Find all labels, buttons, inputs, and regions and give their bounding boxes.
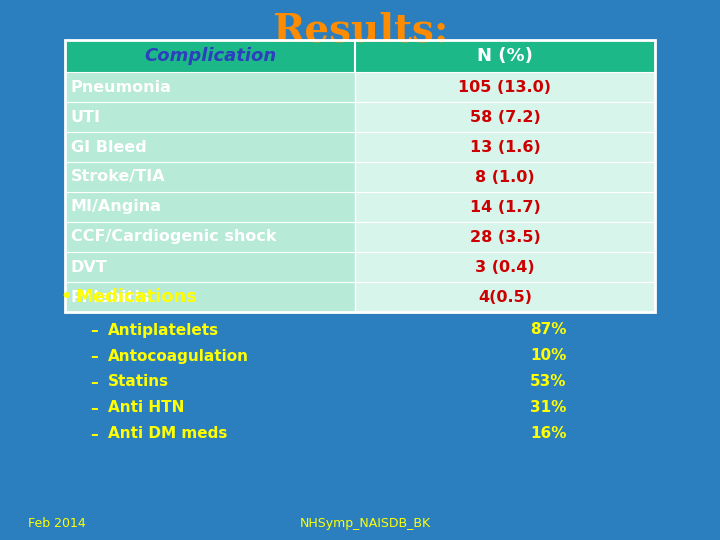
Text: Complication: Complication [144, 47, 276, 65]
Text: MI/Angina: MI/Angina [71, 199, 162, 214]
Text: Antocoagulation: Antocoagulation [108, 348, 249, 363]
Text: 28 (3.5): 28 (3.5) [469, 230, 541, 245]
FancyBboxPatch shape [355, 222, 655, 252]
Text: Results:: Results: [272, 12, 448, 50]
Text: •: • [60, 288, 71, 306]
Text: CCF/Cardiogenic shock: CCF/Cardiogenic shock [71, 230, 276, 245]
Text: 14 (1.7): 14 (1.7) [469, 199, 541, 214]
Text: UTI: UTI [71, 110, 101, 125]
Text: –: – [90, 401, 98, 415]
Text: –: – [90, 322, 98, 338]
Text: 53%: 53% [530, 375, 567, 389]
FancyBboxPatch shape [65, 162, 355, 192]
Text: Phlebitis: Phlebitis [71, 289, 150, 305]
FancyBboxPatch shape [355, 72, 655, 102]
FancyBboxPatch shape [65, 282, 355, 312]
Text: 10%: 10% [530, 348, 567, 363]
Text: Anti HTN: Anti HTN [108, 401, 184, 415]
Text: Statins: Statins [108, 375, 169, 389]
Text: NHSymp_NAISDB_BK: NHSymp_NAISDB_BK [300, 517, 431, 530]
FancyBboxPatch shape [65, 252, 355, 282]
Text: Anti DM meds: Anti DM meds [108, 427, 228, 442]
Text: Antiplatelets: Antiplatelets [108, 322, 219, 338]
FancyBboxPatch shape [65, 40, 655, 72]
FancyBboxPatch shape [65, 222, 355, 252]
Text: DVT: DVT [71, 260, 108, 274]
Text: 105 (13.0): 105 (13.0) [459, 79, 552, 94]
FancyBboxPatch shape [65, 102, 355, 132]
FancyBboxPatch shape [355, 102, 655, 132]
FancyBboxPatch shape [355, 282, 655, 312]
Text: GI Bleed: GI Bleed [71, 139, 147, 154]
Text: 4(0.5): 4(0.5) [478, 289, 532, 305]
Text: Pneumonia: Pneumonia [71, 79, 172, 94]
Text: 87%: 87% [530, 322, 567, 338]
FancyBboxPatch shape [355, 192, 655, 222]
FancyBboxPatch shape [65, 192, 355, 222]
FancyBboxPatch shape [65, 72, 355, 102]
Text: 13 (1.6): 13 (1.6) [469, 139, 541, 154]
Text: 31%: 31% [530, 401, 567, 415]
Text: Feb 2014: Feb 2014 [28, 517, 86, 530]
Text: N (%): N (%) [477, 47, 533, 65]
FancyBboxPatch shape [65, 132, 355, 162]
Text: Stroke/TIA: Stroke/TIA [71, 170, 166, 185]
Text: 3 (0.4): 3 (0.4) [475, 260, 535, 274]
Text: 58 (7.2): 58 (7.2) [469, 110, 541, 125]
FancyBboxPatch shape [355, 162, 655, 192]
Text: –: – [90, 375, 98, 389]
Text: Medications: Medications [75, 288, 197, 306]
Text: 16%: 16% [530, 427, 567, 442]
FancyBboxPatch shape [355, 132, 655, 162]
Text: –: – [90, 348, 98, 363]
Text: 8 (1.0): 8 (1.0) [475, 170, 535, 185]
FancyBboxPatch shape [355, 252, 655, 282]
Text: –: – [90, 427, 98, 442]
